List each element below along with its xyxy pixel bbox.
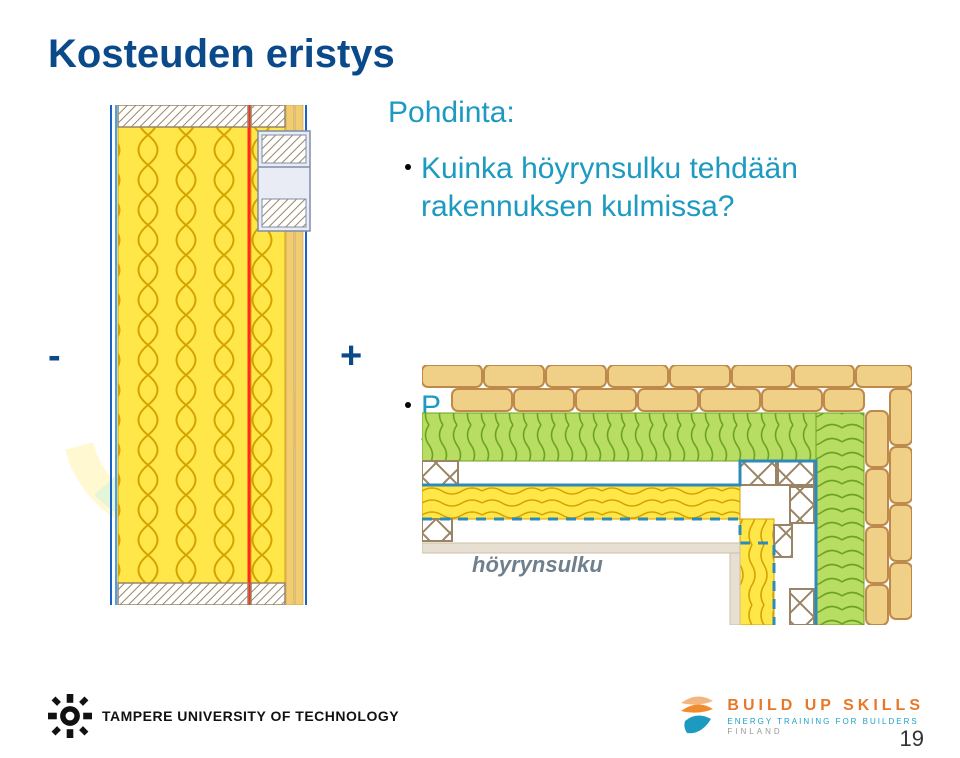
bus-line1: BUILD UP SKILLS xyxy=(727,697,924,715)
minus-sign: - xyxy=(48,335,61,378)
page-number: 19 xyxy=(900,726,924,752)
pohdinta-heading: Pohdinta: xyxy=(388,96,515,130)
bus-line3: FINLAND xyxy=(727,727,924,736)
footer: TAMPERE UNIVERSITY OF TECHNOLOGY BUILD U… xyxy=(48,694,924,738)
slide-title: Kosteuden eristys xyxy=(48,32,395,77)
wall-cross-section xyxy=(110,105,320,605)
bus-line2: ENERGY TRAINING FOR BUILDERS xyxy=(727,717,924,726)
swoosh-icon xyxy=(679,695,715,737)
corner-plan-view xyxy=(422,365,912,625)
bullet-text: Kuinka höyrynsulku tehdään rakennuksen k… xyxy=(421,150,811,225)
tut-text: TAMPERE UNIVERSITY OF TECHNOLOGY xyxy=(102,708,399,724)
build-up-skills-block: BUILD UP SKILLS ENERGY TRAINING FOR BUIL… xyxy=(679,695,924,737)
bus-text: BUILD UP SKILLS ENERGY TRAINING FOR BUIL… xyxy=(727,697,924,736)
plus-sign: + xyxy=(340,335,362,378)
bullet-item-1: Kuinka höyrynsulku tehdään rakennuksen k… xyxy=(405,150,811,225)
bullet-dot xyxy=(405,164,411,170)
bullet-dot xyxy=(405,402,411,408)
vapour-barrier-label: höyrynsulku xyxy=(472,552,603,578)
tut-logo-block: TAMPERE UNIVERSITY OF TECHNOLOGY xyxy=(48,694,399,738)
gear-icon xyxy=(48,694,92,738)
